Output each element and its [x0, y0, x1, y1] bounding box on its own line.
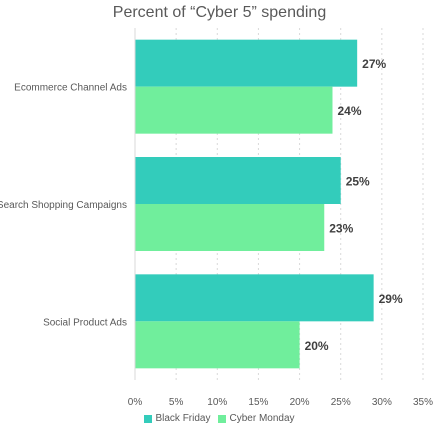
bar	[135, 157, 341, 204]
legend: Black Friday Cyber Monday	[0, 413, 439, 424]
x-tick-label: 35%	[413, 397, 433, 408]
bar	[135, 274, 374, 322]
x-tick-label: 10%	[207, 397, 227, 408]
data-label: 27%	[362, 57, 386, 71]
data-label: 23%	[329, 222, 353, 236]
x-tick-label: 20%	[290, 397, 310, 408]
legend-label-cyber-monday: Cyber Monday	[229, 413, 295, 424]
bar	[135, 39, 358, 87]
legend-swatch-black-friday	[144, 414, 153, 423]
x-tick-label: 30%	[372, 397, 392, 408]
x-tick-label: 15%	[248, 397, 268, 408]
bar	[135, 86, 333, 134]
legend-item-black-friday: Black Friday	[144, 413, 210, 424]
data-label: 25%	[346, 175, 370, 189]
data-label: 29%	[379, 292, 403, 306]
x-tick-label: 0%	[128, 397, 143, 408]
x-tick-label: 5%	[169, 397, 184, 408]
bar	[135, 321, 300, 369]
chart-title: Percent of “Cyber 5” spending	[112, 4, 327, 21]
legend-swatch-cyber-monday	[218, 414, 227, 423]
data-label: 24%	[337, 104, 361, 118]
legend-label-black-friday: Black Friday	[155, 413, 211, 424]
data-label: 20%	[305, 339, 329, 353]
bar	[135, 204, 325, 251]
x-tick-label: 25%	[331, 397, 351, 408]
category-label: Search Shopping Campaigns	[0, 200, 127, 211]
category-label: Social Product Ads	[43, 317, 127, 328]
legend-item-cyber-monday: Cyber Monday	[218, 413, 295, 424]
category-label: Ecommerce Channel Ads	[14, 83, 127, 94]
